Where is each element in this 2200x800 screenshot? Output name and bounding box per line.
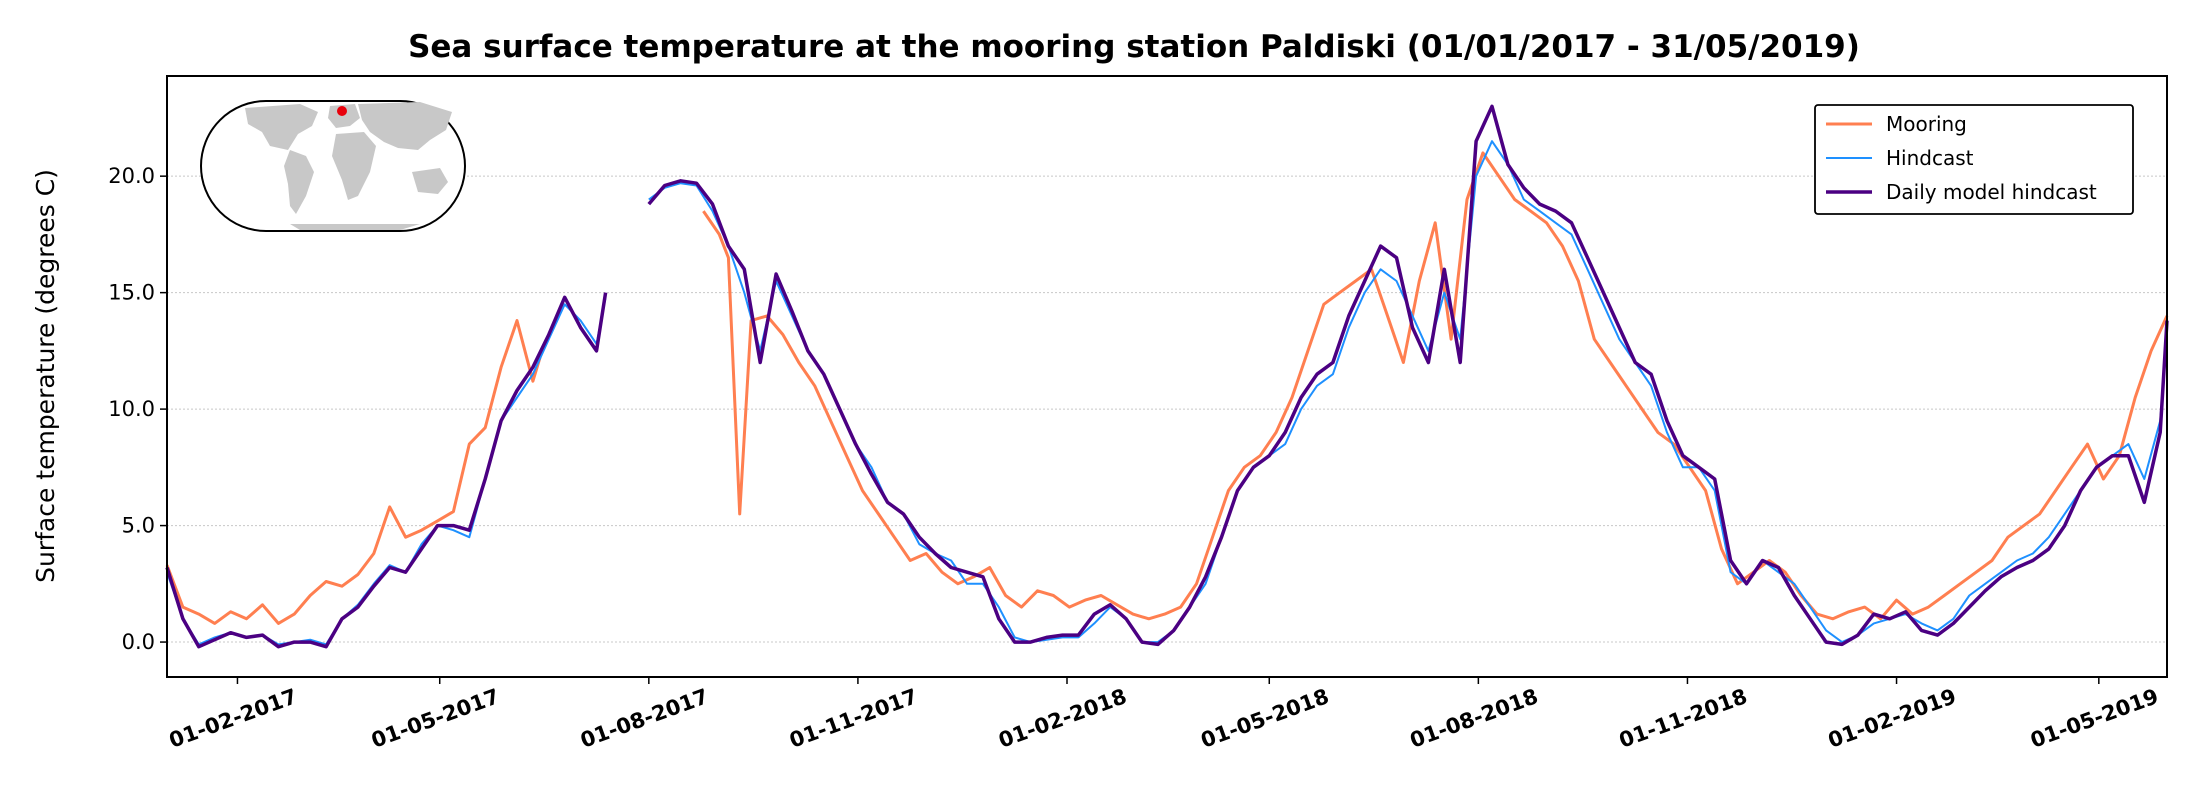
australia-shape [412, 168, 448, 194]
y-tick-label: 20.0 [108, 164, 155, 188]
world-map-inset [200, 100, 466, 232]
series-line-mooring [165, 151, 2169, 625]
x-tick-label: 01-05-2019 [2027, 684, 2161, 752]
legend-label-mooring: Mooring [1886, 112, 1967, 136]
x-tick-label: 01-05-2017 [368, 684, 502, 752]
y-tick-label: 15.0 [108, 281, 155, 305]
series-line-hindcast [166, 140, 2168, 646]
south-america-shape [284, 150, 314, 214]
grid-layer [167, 175, 2167, 643]
antarctica-shape [290, 224, 420, 230]
africa-shape [332, 132, 376, 200]
legend-label-hindcast: Hindcast [1886, 146, 1974, 170]
x-tick-label: 01-11-2017 [786, 684, 920, 752]
legend-label-daily-model: Daily model hindcast [1886, 180, 2097, 204]
europe-shape [328, 104, 360, 128]
station-marker [337, 106, 347, 116]
series-line-daily-model [165, 104, 2169, 649]
legend-box [1814, 104, 2134, 215]
axis-layer: 0.0 5.0 10.0 15.0 20.0 01-02-2017 01-05-2017 01… [108, 164, 2161, 753]
plot-frame [166, 75, 2168, 678]
x-tick-label: 01-08-2017 [577, 684, 711, 752]
north-america-shape [245, 104, 318, 150]
y-tick-label: 10.0 [108, 397, 155, 421]
asia-shape [358, 102, 452, 150]
legend: Mooring Hindcast Daily model hindcast [1814, 104, 2134, 215]
x-tick-label: 01-02-2018 [995, 684, 1129, 752]
x-tick-label: 01-02-2017 [166, 684, 300, 752]
series-layer [165, 104, 2169, 649]
x-tick-label: 01-08-2018 [1407, 684, 1541, 752]
x-tick-label: 01-02-2019 [1825, 684, 1959, 752]
x-tick-label: 01-11-2018 [1616, 684, 1750, 752]
y-tick-label: 0.0 [122, 630, 155, 654]
x-tick-label: 01-05-2018 [1198, 684, 1332, 752]
chart-title: Sea surface temperature at the mooring s… [408, 29, 1860, 65]
y-tick-label: 5.0 [122, 514, 155, 538]
y-axis-label: Surface temperature (degrees C) [31, 169, 60, 583]
